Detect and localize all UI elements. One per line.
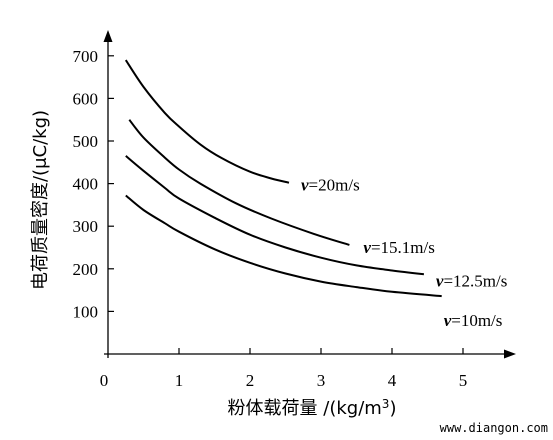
series-label-var: v: [301, 176, 309, 195]
y-tick-label: 500: [73, 132, 99, 151]
watermark: www.diangon.com: [440, 421, 548, 435]
y-tick-label: 100: [73, 302, 99, 321]
x-axis-arrow: [504, 349, 516, 359]
series-label: v=10m/s: [444, 311, 503, 330]
series-lines: [124, 59, 442, 298]
series-line-v20: [124, 59, 290, 184]
series-label: v=15.1m/s: [363, 238, 434, 257]
series-label-var: v: [436, 271, 444, 290]
x-tick-label: 3: [317, 371, 326, 390]
x-tick-label: 5: [459, 371, 468, 390]
series-label-value: =15.1m/s: [371, 238, 435, 257]
x-ticks: 0 1 2 3 4 5: [100, 348, 468, 390]
y-tick-label: 400: [73, 175, 99, 194]
y-axis-arrow: [103, 30, 113, 42]
y-axis-label: 电荷质量密度/(μC/kg): [30, 110, 51, 290]
x-axis-label: 粉体载荷量 /(kg/m3): [228, 397, 397, 419]
x-tick-label: 0: [100, 371, 109, 390]
series-labels: v=20m/sv=15.1m/sv=12.5m/sv=10m/s: [301, 176, 507, 330]
series-label-value: =10m/s: [451, 311, 502, 330]
series-label-value: =12.5m/s: [443, 271, 507, 290]
axes: [103, 30, 516, 359]
series-label-var: v: [363, 238, 371, 257]
series-label: v=20m/s: [301, 176, 360, 195]
y-tick-label: 600: [73, 89, 99, 108]
x-tick-label: 2: [246, 371, 255, 390]
series-label-value: =20m/s: [309, 176, 360, 195]
series-line-v10: [125, 194, 442, 298]
y-ticks: 100 200 300 400 500 600 700: [73, 47, 114, 321]
y-tick-label: 200: [73, 260, 99, 279]
y-tick-label: 300: [73, 217, 99, 236]
x-tick-label: 1: [175, 371, 184, 390]
series-label: v=12.5m/s: [436, 271, 507, 290]
x-tick-label: 4: [388, 371, 397, 390]
y-tick-label: 700: [73, 47, 99, 66]
series-line-v15-1: [128, 119, 350, 246]
series-label-var: v: [444, 311, 452, 330]
series-line-v12-5: [125, 155, 425, 276]
